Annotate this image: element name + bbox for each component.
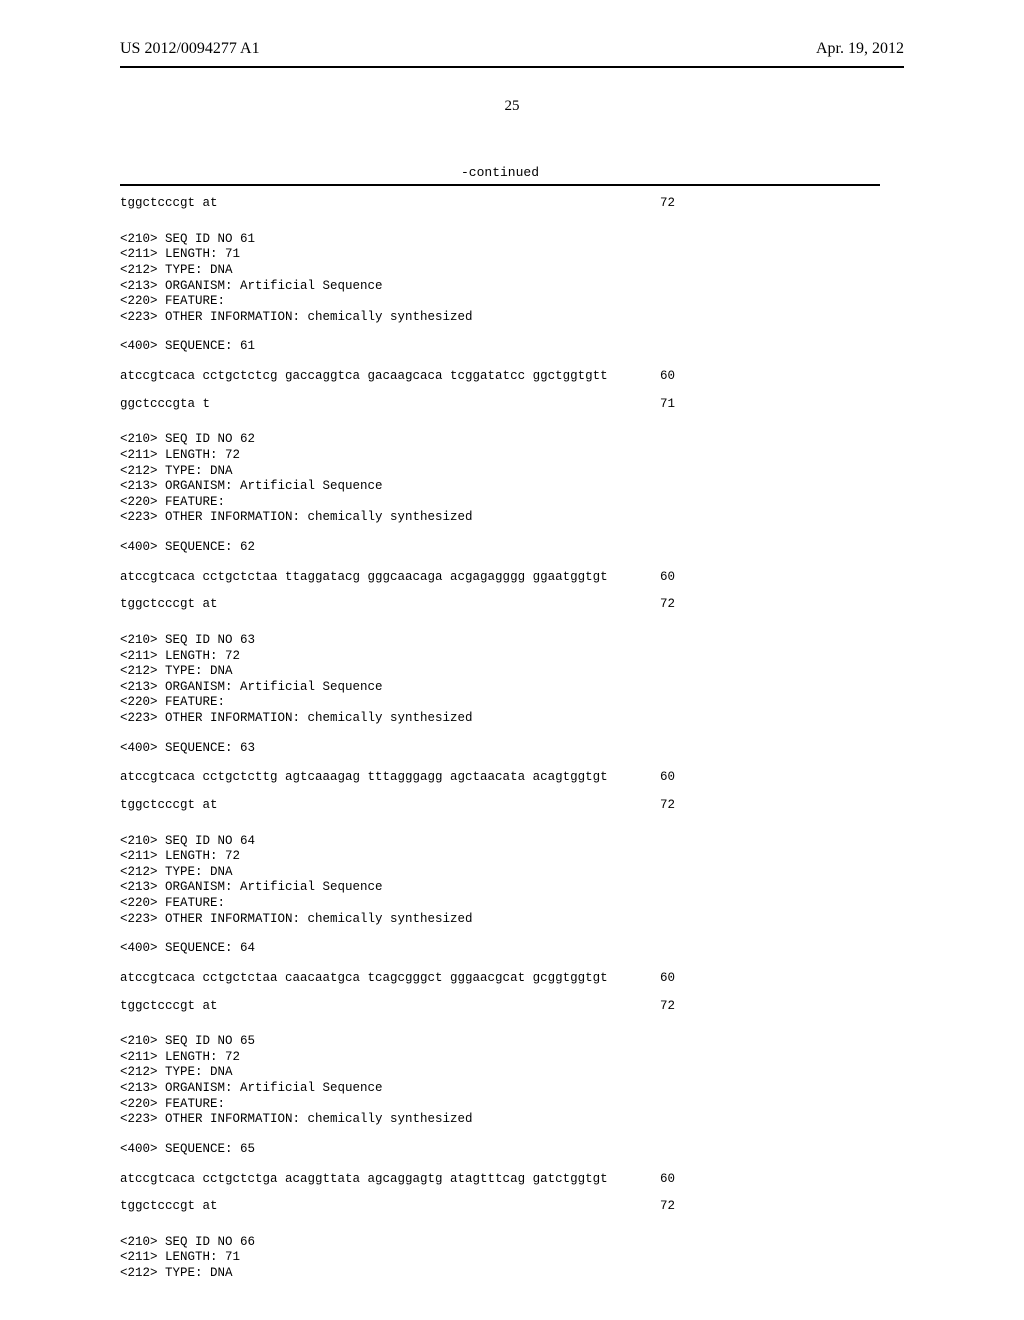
sequence-header: <400> SEQUENCE: 61 (120, 339, 880, 355)
sequence-position: 60 (660, 570, 675, 586)
sequence-meta: <210> SEQ ID NO 61 <211> LENGTH: 71 <212… (120, 232, 880, 326)
sequence-text: atccgtcaca cctgctctcg gaccaggtca gacaagc… (120, 369, 608, 385)
sequence-position: 72 (660, 196, 675, 212)
sequence-text: tggctcccgt at (120, 196, 218, 212)
sequence-text: tggctcccgt at (120, 999, 218, 1015)
publication-number: US 2012/0094277 A1 (120, 40, 260, 58)
page-header: US 2012/0094277 A1 Apr. 19, 2012 (120, 40, 904, 58)
sequence-row: atccgtcaca cctgctctga acaggttata agcagga… (120, 1172, 675, 1188)
page-number: 25 (120, 98, 904, 115)
sequence-text: atccgtcaca cctgctctaa ttaggatacg gggcaac… (120, 570, 608, 586)
content-area: -continued tggctcccgt at 72 <210> SEQ ID N… (120, 165, 880, 1282)
sequence-position: 60 (660, 770, 675, 786)
sequence-row: tggctcccgt at 72 (120, 798, 675, 814)
sequence-meta: <210> SEQ ID NO 62 <211> LENGTH: 72 <212… (120, 432, 880, 526)
sequence-text: tggctcccgt at (120, 1199, 218, 1215)
sequence-row: tggctcccgt at 72 (120, 597, 675, 613)
sequence-row: atccgtcaca cctgctctcg gaccaggtca gacaagc… (120, 369, 675, 385)
sequence-row: atccgtcaca cctgctcttg agtcaaagag tttaggg… (120, 770, 675, 786)
sequence-header: <400> SEQUENCE: 62 (120, 540, 880, 556)
sequence-text: atccgtcaca cctgctctga acaggttata agcagga… (120, 1172, 608, 1188)
sequence-header: <400> SEQUENCE: 63 (120, 741, 880, 757)
sequence-header: <400> SEQUENCE: 64 (120, 941, 880, 957)
sequence-position: 71 (660, 397, 675, 413)
sequence-meta: <210> SEQ ID NO 63 <211> LENGTH: 72 <212… (120, 633, 880, 727)
sequence-row: tggctcccgt at 72 (120, 196, 675, 212)
sequence-position: 72 (660, 798, 675, 814)
sequence-position: 60 (660, 971, 675, 987)
sequence-text: atccgtcaca cctgctctaa caacaatgca tcagcgg… (120, 971, 608, 987)
sequence-row: tggctcccgt at 72 (120, 1199, 675, 1215)
sequence-meta: <210> SEQ ID NO 66 <211> LENGTH: 71 <212… (120, 1235, 880, 1282)
page: US 2012/0094277 A1 Apr. 19, 2012 25 -con… (0, 0, 1024, 1320)
content-rule (120, 184, 880, 186)
sequence-position: 72 (660, 1199, 675, 1215)
sequence-text: tggctcccgt at (120, 597, 218, 613)
sequence-text: tggctcccgt at (120, 798, 218, 814)
sequence-header: <400> SEQUENCE: 65 (120, 1142, 880, 1158)
sequence-position: 72 (660, 999, 675, 1015)
publication-date: Apr. 19, 2012 (816, 40, 904, 58)
sequence-position: 60 (660, 1172, 675, 1188)
sequence-position: 60 (660, 369, 675, 385)
sequence-meta: <210> SEQ ID NO 64 <211> LENGTH: 72 <212… (120, 834, 880, 928)
sequence-position: 72 (660, 597, 675, 613)
header-rule (120, 66, 904, 68)
sequence-listing: tggctcccgt at 72 <210> SEQ ID NO 61 <211> … (120, 196, 880, 1282)
sequence-row: atccgtcaca cctgctctaa caacaatgca tcagcgg… (120, 971, 675, 987)
sequence-meta: <210> SEQ ID NO 65 <211> LENGTH: 72 <212… (120, 1034, 880, 1128)
sequence-text: atccgtcaca cctgctcttg agtcaaagag tttaggg… (120, 770, 608, 786)
continued-label: -continued (120, 165, 880, 180)
sequence-row: tggctcccgt at 72 (120, 999, 675, 1015)
sequence-row: ggctcccgta t 71 (120, 397, 675, 413)
sequence-text: ggctcccgta t (120, 397, 210, 413)
sequence-row: atccgtcaca cctgctctaa ttaggatacg gggcaac… (120, 570, 675, 586)
